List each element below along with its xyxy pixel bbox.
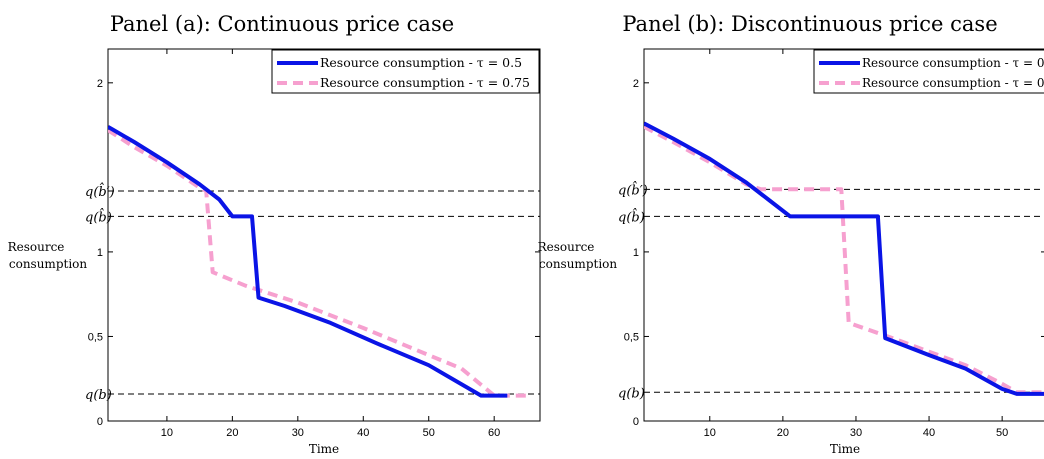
reference-line-label: q(b) bbox=[618, 386, 645, 401]
plot-frame bbox=[107, 48, 541, 422]
x-tick-label: 20 bbox=[226, 427, 238, 439]
y-axis-label: consumption bbox=[539, 257, 618, 271]
legend-entry: Resource consumption - τ = 0.5 bbox=[862, 56, 1044, 70]
chart-title: Panel (b): Discontinuous price case bbox=[622, 12, 997, 36]
reference-line-label: q(b̂′) bbox=[618, 181, 648, 199]
y-axis-label: Resource bbox=[8, 240, 65, 254]
legend: Resource consumption - τ = 0.5 Resource c… bbox=[813, 49, 1044, 94]
x-tick-label: 30 bbox=[292, 427, 304, 439]
series-line-tau-0-5 bbox=[108, 125, 508, 398]
y-tick-label: 0,5 bbox=[624, 331, 639, 343]
y-axis-label: consumption bbox=[9, 257, 88, 271]
x-axis-label: Time bbox=[830, 442, 860, 456]
legend: Resource consumption - τ = 0.5 Resource c… bbox=[271, 49, 540, 94]
y-tick-label: 1 bbox=[97, 247, 103, 259]
series-line-tau-0-75 bbox=[108, 128, 527, 398]
x-tick-label: 20 bbox=[777, 427, 789, 439]
legend-entry: Resource consumption - τ = 0.5 bbox=[320, 55, 522, 70]
y-tick-label: 1 bbox=[633, 247, 639, 259]
reference-line-label: q(b̂) bbox=[618, 208, 645, 226]
y-tick-label: 2 bbox=[97, 78, 103, 90]
legend-entry: Resource consumption - τ = 0.75 bbox=[320, 75, 530, 90]
y-tick-label: 0,5 bbox=[88, 331, 103, 343]
reference-line-label: q(b̂′) bbox=[85, 182, 115, 200]
x-tick-label: 10 bbox=[704, 427, 716, 439]
x-tick-label: 40 bbox=[923, 427, 935, 439]
chart-title: Panel (a): Continuous price case bbox=[110, 12, 454, 36]
x-tick-label: 50 bbox=[423, 427, 435, 439]
series-line-tau-0-5 bbox=[644, 121, 1044, 396]
y-tick-label: 2 bbox=[633, 78, 639, 90]
x-tick-label: 10 bbox=[161, 427, 173, 439]
x-tick-label: 60 bbox=[488, 427, 500, 439]
x-tick-label: 40 bbox=[357, 427, 369, 439]
legend-entry: Resource consumption - τ = 0.75 bbox=[862, 76, 1044, 90]
plot-frame bbox=[643, 48, 1044, 422]
reference-line-label: q(b̂) bbox=[85, 208, 112, 226]
series-line-tau-0-75 bbox=[644, 125, 1044, 395]
y-tick-label: 0 bbox=[633, 416, 639, 428]
x-tick-label: 50 bbox=[996, 427, 1008, 439]
y-tick-label: 0 bbox=[97, 416, 103, 428]
x-axis-label: Time bbox=[309, 442, 339, 456]
x-tick-label: 30 bbox=[850, 427, 862, 439]
y-axis-label: Resource bbox=[538, 240, 595, 254]
reference-line-label: q(b) bbox=[85, 388, 112, 403]
